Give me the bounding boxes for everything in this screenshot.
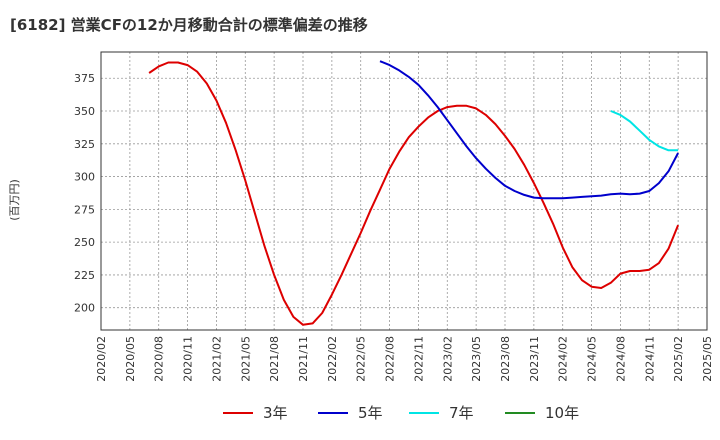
- x-tick-label: 2020/08: [153, 336, 166, 382]
- x-tick-label: 2024/02: [557, 336, 570, 382]
- legend-label-1: 5年: [358, 404, 383, 422]
- x-tick-label: 2023/05: [470, 336, 483, 382]
- y-tick-label: 275: [74, 203, 95, 216]
- plot-area-frame: [100, 51, 708, 331]
- x-tick-label: 2021/02: [210, 336, 223, 382]
- legend-label-0: 3年: [263, 404, 288, 422]
- x-tick-label: 2022/02: [326, 336, 339, 382]
- legend-swatch-1: [318, 411, 348, 414]
- x-tick-label: 2023/08: [499, 336, 512, 382]
- y-axis-label: (百万円): [8, 179, 21, 221]
- series-line-0: [148, 61, 680, 326]
- x-tick-label: 2021/05: [239, 336, 252, 382]
- x-tick-label: 2023/02: [441, 336, 454, 382]
- x-tick-label: 2024/08: [614, 336, 627, 382]
- y-tick-label: 200: [74, 302, 95, 315]
- legend-item-3: 10年: [505, 402, 579, 423]
- y-tick-label: 225: [74, 269, 95, 282]
- x-tick-label: 2021/08: [268, 336, 281, 382]
- x-tick-label: 2025/02: [672, 336, 685, 382]
- x-tick-label: 2022/11: [412, 336, 425, 382]
- x-tick-label: 2022/05: [355, 336, 368, 382]
- x-tick-label: 2024/05: [586, 336, 599, 382]
- legend-label-2: 7年: [449, 404, 474, 422]
- x-tick-label: 2024/11: [643, 336, 656, 382]
- x-tick-label: 2020/11: [182, 336, 195, 382]
- x-tick-label: 2020/05: [124, 336, 137, 382]
- x-tick-label: 2021/11: [297, 336, 310, 382]
- y-tick-label: 325: [74, 138, 95, 151]
- chart-title: [6182] 営業CFの12か月移動合計の標準偏差の推移: [10, 16, 368, 34]
- y-tick-label: 350: [74, 105, 95, 118]
- y-tick-label: 375: [74, 72, 95, 85]
- x-tick-label: 2023/11: [528, 336, 541, 382]
- legend-label-3: 10年: [545, 404, 580, 422]
- legend-swatch-2: [409, 411, 439, 414]
- legend-item-2: 7年: [409, 402, 474, 423]
- series-lines: [148, 60, 680, 326]
- grid-lines: [100, 52, 708, 330]
- x-tick-label: 2025/05: [701, 336, 714, 382]
- legend-item-0: 3年: [223, 402, 288, 423]
- legend: 3年 5年 7年 10年: [0, 402, 720, 426]
- y-tick-label: 300: [74, 171, 95, 184]
- x-tick-label: 2022/08: [384, 336, 397, 382]
- legend-swatch-0: [223, 411, 253, 414]
- legend-item-1: 5年: [318, 402, 383, 423]
- x-tick-label: 2020/02: [95, 336, 108, 382]
- legend-swatch-3: [505, 411, 535, 414]
- y-tick-label: 250: [74, 236, 95, 249]
- series-line-2: [610, 110, 679, 152]
- series-line-1: [379, 60, 679, 200]
- y-tick-labels: 200 225 250 275 300 325 350 375: [74, 72, 95, 314]
- x-tick-labels: 2020/02 2020/05 2020/08 2020/11 2021/02 2021/…: [95, 336, 714, 382]
